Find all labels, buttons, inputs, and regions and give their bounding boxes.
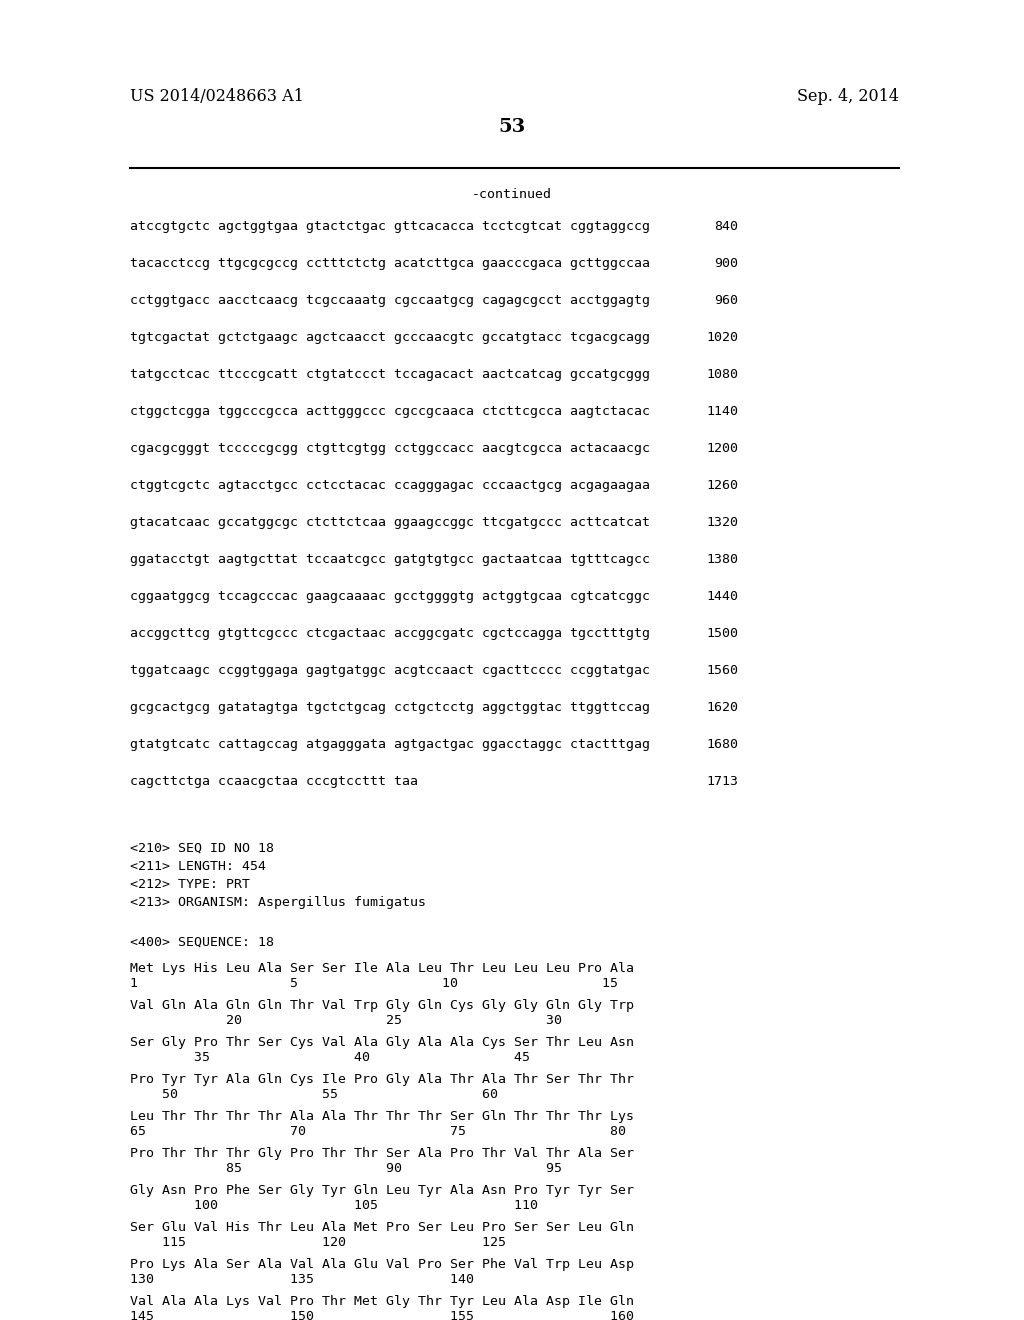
Text: 1140: 1140	[706, 405, 738, 418]
Text: Pro Lys Ala Ser Ala Val Ala Glu Val Pro Ser Phe Val Trp Leu Asp: Pro Lys Ala Ser Ala Val Ala Glu Val Pro …	[130, 1258, 634, 1271]
Text: Pro Tyr Tyr Ala Gln Cys Ile Pro Gly Ala Thr Ala Thr Ser Thr Thr: Pro Tyr Tyr Ala Gln Cys Ile Pro Gly Ala …	[130, 1073, 634, 1086]
Text: 85                  90                  95: 85 90 95	[130, 1162, 562, 1175]
Text: 1560: 1560	[706, 664, 738, 677]
Text: 1620: 1620	[706, 701, 738, 714]
Text: tacacctccg ttgcgcgccg cctttctctg acatcttgca gaacccgaca gcttggccaa: tacacctccg ttgcgcgccg cctttctctg acatctt…	[130, 257, 650, 271]
Text: <213> ORGANISM: Aspergillus fumigatus: <213> ORGANISM: Aspergillus fumigatus	[130, 896, 426, 909]
Text: ctggtcgctc agtacctgcc cctcctacac ccagggagac cccaactgcg acgagaagaa: ctggtcgctc agtacctgcc cctcctacac ccaggga…	[130, 479, 650, 492]
Text: 53: 53	[499, 117, 525, 136]
Text: 1380: 1380	[706, 553, 738, 566]
Text: <211> LENGTH: 454: <211> LENGTH: 454	[130, 861, 266, 873]
Text: 1500: 1500	[706, 627, 738, 640]
Text: 900: 900	[714, 257, 738, 271]
Text: ctggctcgga tggcccgcca acttgggccc cgccgcaaca ctcttcgcca aagtctacac: ctggctcgga tggcccgcca acttgggccc cgccgca…	[130, 405, 650, 418]
Text: tatgcctcac ttcccgcatt ctgtatccct tccagacact aactcatcag gccatgcggg: tatgcctcac ttcccgcatt ctgtatccct tccagac…	[130, 368, 650, 381]
Text: 960: 960	[714, 294, 738, 308]
Text: 1680: 1680	[706, 738, 738, 751]
Text: 1080: 1080	[706, 368, 738, 381]
Text: tgtcgactat gctctgaagc agctcaacct gcccaacgtc gccatgtacc tcgacgcagg: tgtcgactat gctctgaagc agctcaacct gcccaac…	[130, 331, 650, 345]
Text: cagcttctga ccaacgctaa cccgtccttt taa: cagcttctga ccaacgctaa cccgtccttt taa	[130, 775, 418, 788]
Text: Met Lys His Leu Ala Ser Ser Ile Ala Leu Thr Leu Leu Leu Pro Ala: Met Lys His Leu Ala Ser Ser Ile Ala Leu …	[130, 962, 634, 975]
Text: 20                  25                  30: 20 25 30	[130, 1014, 562, 1027]
Text: 840: 840	[714, 220, 738, 234]
Text: 1713: 1713	[706, 775, 738, 788]
Text: cggaatggcg tccagcccac gaagcaaaac gcctggggtg actggtgcaa cgtcatcggc: cggaatggcg tccagcccac gaagcaaaac gcctggg…	[130, 590, 650, 603]
Text: Ser Glu Val His Thr Leu Ala Met Pro Ser Leu Pro Ser Ser Leu Gln: Ser Glu Val His Thr Leu Ala Met Pro Ser …	[130, 1221, 634, 1234]
Text: 130                 135                 140: 130 135 140	[130, 1272, 474, 1286]
Text: ggatacctgt aagtgcttat tccaatcgcc gatgtgtgcc gactaatcaa tgtttcagcc: ggatacctgt aagtgcttat tccaatcgcc gatgtgt…	[130, 553, 650, 566]
Text: 35                  40                  45: 35 40 45	[130, 1051, 530, 1064]
Text: 1020: 1020	[706, 331, 738, 345]
Text: gtacatcaac gccatggcgc ctcttctcaa ggaagccggc ttcgatgccc acttcatcat: gtacatcaac gccatggcgc ctcttctcaa ggaagcc…	[130, 516, 650, 529]
Text: US 2014/0248663 A1: US 2014/0248663 A1	[130, 88, 304, 106]
Text: Val Ala Ala Lys Val Pro Thr Met Gly Thr Tyr Leu Ala Asp Ile Gln: Val Ala Ala Lys Val Pro Thr Met Gly Thr …	[130, 1295, 634, 1308]
Text: <212> TYPE: PRT: <212> TYPE: PRT	[130, 878, 250, 891]
Text: Sep. 4, 2014: Sep. 4, 2014	[797, 88, 899, 106]
Text: Leu Thr Thr Thr Thr Ala Ala Thr Thr Thr Ser Gln Thr Thr Thr Lys: Leu Thr Thr Thr Thr Ala Ala Thr Thr Thr …	[130, 1110, 634, 1123]
Text: cctggtgacc aacctcaacg tcgccaaatg cgccaatgcg cagagcgcct acctggagtg: cctggtgacc aacctcaacg tcgccaaatg cgccaat…	[130, 294, 650, 308]
Text: atccgtgctc agctggtgaa gtactctgac gttcacacca tcctcgtcat cggtaggccg: atccgtgctc agctggtgaa gtactctgac gttcaca…	[130, 220, 650, 234]
Text: 1260: 1260	[706, 479, 738, 492]
Text: 1320: 1320	[706, 516, 738, 529]
Text: gtatgtcatc cattagccag atgagggata agtgactgac ggacctaggc ctactttgag: gtatgtcatc cattagccag atgagggata agtgact…	[130, 738, 650, 751]
Text: accggcttcg gtgttcgccc ctcgactaac accggcgatc cgctccagga tgcctttgtg: accggcttcg gtgttcgccc ctcgactaac accggcg…	[130, 627, 650, 640]
Text: -continued: -continued	[472, 187, 552, 201]
Text: Gly Asn Pro Phe Ser Gly Tyr Gln Leu Tyr Ala Asn Pro Tyr Tyr Ser: Gly Asn Pro Phe Ser Gly Tyr Gln Leu Tyr …	[130, 1184, 634, 1197]
Text: Val Gln Ala Gln Gln Thr Val Trp Gly Gln Cys Gly Gly Gln Gly Trp: Val Gln Ala Gln Gln Thr Val Trp Gly Gln …	[130, 999, 634, 1012]
Text: 1440: 1440	[706, 590, 738, 603]
Text: gcgcactgcg gatatagtga tgctctgcag cctgctcctg aggctggtac ttggttccag: gcgcactgcg gatatagtga tgctctgcag cctgctc…	[130, 701, 650, 714]
Text: 65                  70                  75                  80: 65 70 75 80	[130, 1125, 626, 1138]
Text: tggatcaagc ccggtggaga gagtgatggc acgtccaact cgacttcccc ccggtatgac: tggatcaagc ccggtggaga gagtgatggc acgtcca…	[130, 664, 650, 677]
Text: 145                 150                 155                 160: 145 150 155 160	[130, 1309, 634, 1320]
Text: <400> SEQUENCE: 18: <400> SEQUENCE: 18	[130, 936, 274, 949]
Text: <210> SEQ ID NO 18: <210> SEQ ID NO 18	[130, 842, 274, 855]
Text: cgacgcgggt tcccccgcgg ctgttcgtgg cctggccacc aacgtcgcca actacaacgc: cgacgcgggt tcccccgcgg ctgttcgtgg cctggcc…	[130, 442, 650, 455]
Text: Pro Thr Thr Thr Gly Pro Thr Thr Ser Ala Pro Thr Val Thr Ala Ser: Pro Thr Thr Thr Gly Pro Thr Thr Ser Ala …	[130, 1147, 634, 1160]
Text: Ser Gly Pro Thr Ser Cys Val Ala Gly Ala Ala Cys Ser Thr Leu Asn: Ser Gly Pro Thr Ser Cys Val Ala Gly Ala …	[130, 1036, 634, 1049]
Text: 1                   5                  10                  15: 1 5 10 15	[130, 977, 618, 990]
Text: 1200: 1200	[706, 442, 738, 455]
Text: 50                  55                  60: 50 55 60	[130, 1088, 498, 1101]
Text: 100                 105                 110: 100 105 110	[130, 1199, 538, 1212]
Text: 115                 120                 125: 115 120 125	[130, 1236, 506, 1249]
